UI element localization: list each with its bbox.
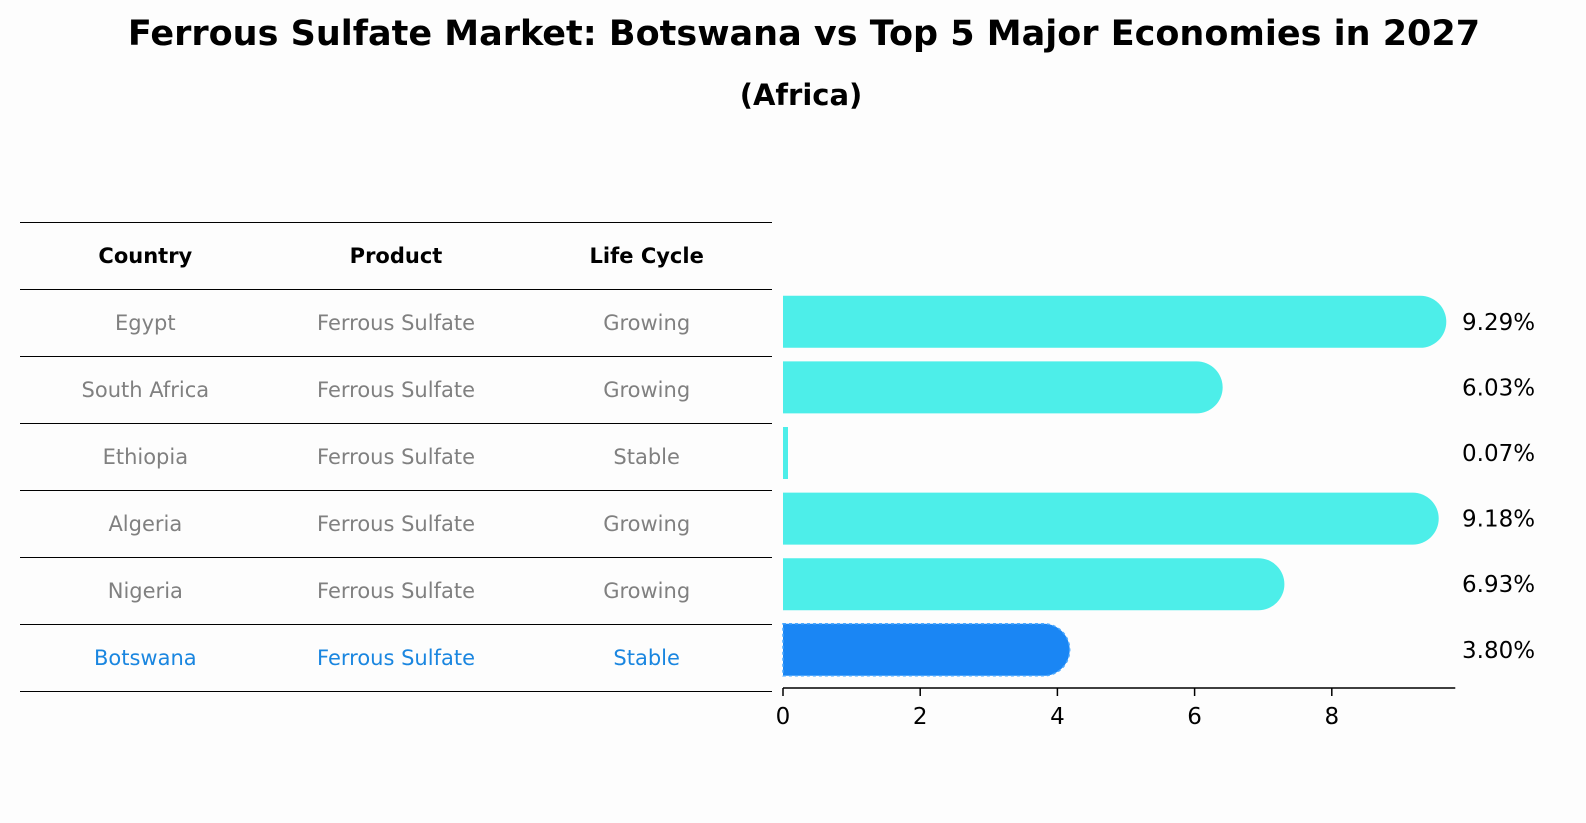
table-row: Nigeria Ferrous Sulfate Growing bbox=[20, 557, 772, 624]
cell-country: Nigeria bbox=[107, 579, 183, 603]
chart-subtitle: (Africa) bbox=[739, 78, 863, 112]
cell-life-cycle: Stable bbox=[613, 646, 680, 670]
cell-country: South Africa bbox=[81, 378, 210, 402]
cell-country: Ethiopia bbox=[102, 445, 189, 469]
table-row-highlighted: Botswana Ferrous Sulfate Stable bbox=[20, 624, 772, 692]
table-row: Egypt Ferrous Sulfate Growing bbox=[20, 289, 772, 356]
value-label: 9.29% bbox=[1462, 310, 1535, 336]
bar-algeria bbox=[783, 492, 1439, 545]
cell-product: Ferrous Sulfate bbox=[317, 445, 475, 469]
cell-product: Ferrous Sulfate bbox=[317, 311, 475, 335]
cell-life-cycle: Stable bbox=[613, 445, 680, 469]
x-tick-label: 8 bbox=[1324, 704, 1339, 730]
bar-ethiopia bbox=[783, 427, 788, 479]
value-label: 0.07% bbox=[1462, 441, 1535, 467]
market-table: Country Product Life Cycle Egypt Ferrous… bbox=[20, 222, 772, 692]
chart-title: Ferrous Sulfate Market: Botswana vs Top … bbox=[127, 14, 1481, 54]
bar-botswana bbox=[782, 623, 1071, 677]
value-label: 9.18% bbox=[1462, 507, 1535, 533]
cell-country: Egypt bbox=[115, 311, 176, 335]
table-row: Algeria Ferrous Sulfate Growing bbox=[20, 490, 772, 557]
value-label: 3.80% bbox=[1462, 638, 1535, 664]
cell-life-cycle: Growing bbox=[603, 378, 691, 402]
value-label: 6.93% bbox=[1462, 572, 1535, 598]
table-header-row: Country Product Life Cycle bbox=[20, 222, 772, 289]
header-life-cycle: Life Cycle bbox=[589, 244, 704, 268]
cell-life-cycle: Growing bbox=[603, 512, 691, 536]
header-country: Country bbox=[98, 244, 193, 268]
value-label: 6.03% bbox=[1462, 375, 1535, 401]
table-row: South Africa Ferrous Sulfate Growing bbox=[20, 356, 772, 423]
x-tick-label: 4 bbox=[1050, 704, 1065, 730]
table-row: Ethiopia Ferrous Sulfate Stable bbox=[20, 423, 772, 490]
cell-country: Algeria bbox=[108, 512, 183, 536]
x-tick-label: 0 bbox=[776, 704, 791, 730]
cell-product: Ferrous Sulfate bbox=[317, 378, 475, 402]
header-product: Product bbox=[349, 244, 443, 268]
x-tick-label: 6 bbox=[1187, 704, 1202, 730]
cell-product: Ferrous Sulfate bbox=[317, 512, 475, 536]
cell-country: Botswana bbox=[94, 646, 197, 670]
cell-life-cycle: Growing bbox=[603, 311, 691, 335]
cell-life-cycle: Growing bbox=[603, 579, 691, 603]
bar-nigeria bbox=[783, 558, 1285, 611]
x-tick-label: 2 bbox=[913, 704, 928, 730]
bar-south-africa bbox=[783, 361, 1223, 414]
bar-egypt bbox=[783, 295, 1447, 348]
cell-product: Ferrous Sulfate bbox=[317, 579, 475, 603]
cell-product: Ferrous Sulfate bbox=[317, 646, 475, 670]
